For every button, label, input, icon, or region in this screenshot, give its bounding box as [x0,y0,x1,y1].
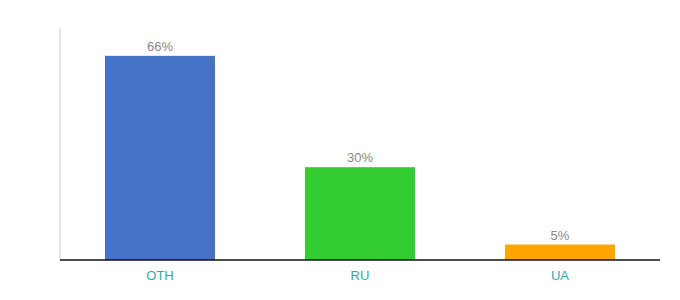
bars [105,56,615,260]
x-tick-label: UA [551,268,569,283]
data-label: 5% [551,228,570,243]
bar [305,167,415,260]
x-ticks: OTH RU UA [146,268,569,283]
x-tick-label: OTH [146,268,173,283]
chart-container: 66% 30% 5% OTH RU UA [0,0,680,300]
data-label: 30% [347,150,373,165]
data-labels: 66% 30% 5% [147,39,570,243]
y-axis-line [60,28,61,260]
data-label: 66% [147,39,173,54]
bar [505,245,615,260]
chart-svg: 66% 30% 5% OTH RU UA [0,0,680,300]
x-tick-label: RU [351,268,370,283]
x-axis-line [60,259,660,261]
bar [105,56,215,260]
